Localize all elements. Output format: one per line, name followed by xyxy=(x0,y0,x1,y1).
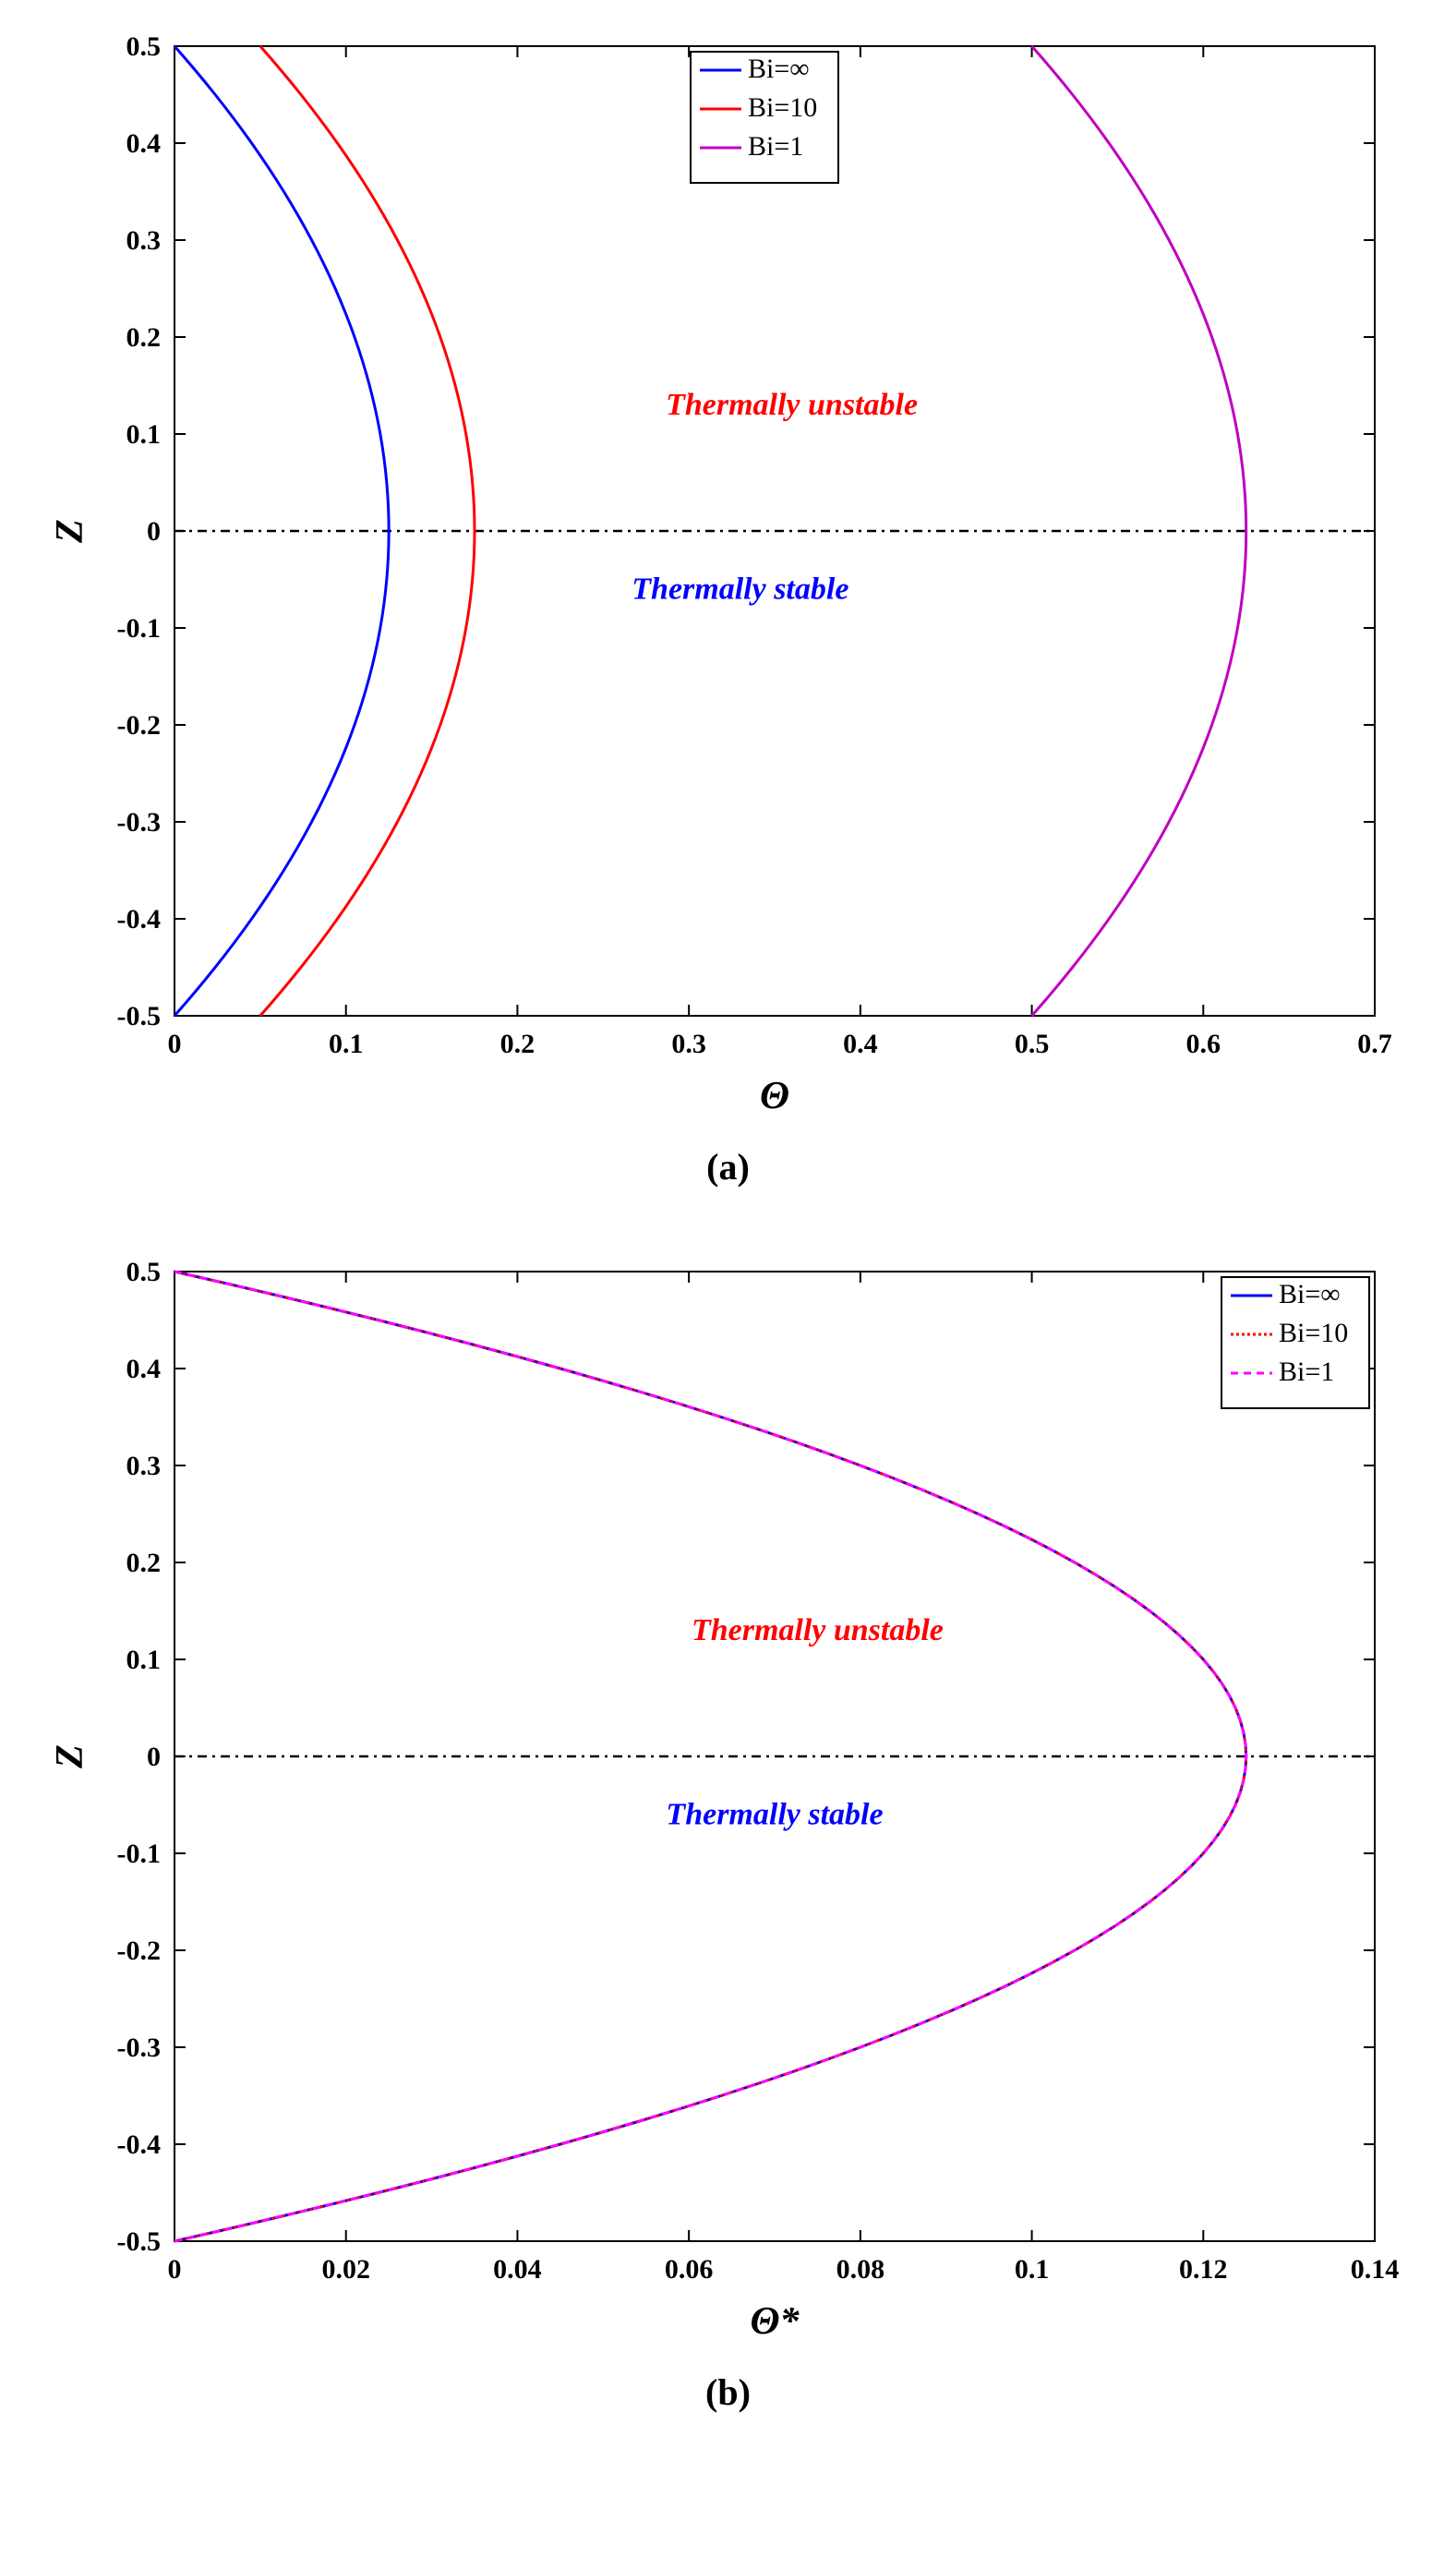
svg-text:0.1: 0.1 xyxy=(328,1029,363,1059)
svg-text:0.5: 0.5 xyxy=(126,1257,161,1287)
svg-text:0.14: 0.14 xyxy=(1350,2254,1399,2285)
svg-text:-0.4: -0.4 xyxy=(116,904,161,935)
svg-text:0.5: 0.5 xyxy=(126,31,161,62)
svg-text:0: 0 xyxy=(147,516,161,547)
svg-text:Bi=10: Bi=10 xyxy=(1279,1318,1348,1348)
svg-text:-0.5: -0.5 xyxy=(116,2226,161,2257)
svg-text:0.5: 0.5 xyxy=(1014,1029,1049,1059)
svg-text:0.1: 0.1 xyxy=(126,1645,161,1675)
svg-text:0.3: 0.3 xyxy=(126,225,161,256)
svg-text:-0.4: -0.4 xyxy=(116,2129,161,2160)
svg-text:0.06: 0.06 xyxy=(664,2254,713,2285)
svg-text:0: 0 xyxy=(167,2254,181,2285)
svg-text:Thermally unstable: Thermally unstable xyxy=(666,388,918,422)
svg-text:Θ*: Θ* xyxy=(750,2300,800,2343)
svg-text:-0.3: -0.3 xyxy=(116,807,161,838)
svg-text:-0.2: -0.2 xyxy=(116,1936,161,1966)
svg-text:0.4: 0.4 xyxy=(843,1029,878,1059)
subplot-label-a: (a) xyxy=(36,1145,1421,1188)
svg-text:-0.3: -0.3 xyxy=(116,2032,161,2063)
svg-text:-0.2: -0.2 xyxy=(116,710,161,741)
svg-text:0.7: 0.7 xyxy=(1357,1029,1392,1059)
svg-text:0.04: 0.04 xyxy=(493,2254,542,2285)
svg-text:0.4: 0.4 xyxy=(126,1354,161,1384)
svg-text:0.1: 0.1 xyxy=(126,419,161,450)
svg-text:-0.5: -0.5 xyxy=(116,1001,161,1031)
svg-text:Bi=10: Bi=10 xyxy=(748,92,817,123)
svg-text:0.2: 0.2 xyxy=(499,1029,535,1059)
svg-text:0.3: 0.3 xyxy=(671,1029,706,1059)
figure-container: 0 0.1 0.2 0.3 0.4 0.5 0.6 0.7 -0.5 -0.4 -0.3 -0.2 -0… xyxy=(36,18,1421,2414)
svg-text:0.4: 0.4 xyxy=(126,128,161,159)
chart-b: 0 0.02 0.04 0.06 0.08 0.1 0.12 0.14 -0.5 -0.4 -0.3… xyxy=(36,1244,1421,2352)
svg-text:0: 0 xyxy=(167,1029,181,1059)
svg-text:Bi=1: Bi=1 xyxy=(1279,1357,1334,1387)
svg-text:Θ: Θ xyxy=(759,1075,788,1117)
svg-text:Z: Z xyxy=(49,1744,91,1769)
svg-text:0.08: 0.08 xyxy=(836,2254,884,2285)
subplot-label-b: (b) xyxy=(36,2370,1421,2414)
svg-text:-0.1: -0.1 xyxy=(116,1839,161,1869)
svg-text:-0.1: -0.1 xyxy=(116,613,161,644)
svg-text:Bi=1: Bi=1 xyxy=(748,131,803,162)
svg-text:0.02: 0.02 xyxy=(321,2254,370,2285)
svg-text:Thermally unstable: Thermally unstable xyxy=(691,1613,943,1647)
svg-text:Thermally stable: Thermally stable xyxy=(632,573,848,607)
svg-text:Bi=∞: Bi=∞ xyxy=(748,54,810,84)
svg-text:0.2: 0.2 xyxy=(126,322,161,353)
chart-b-wrapper: 0 0.02 0.04 0.06 0.08 0.1 0.12 0.14 -0.5 -0.4 -0.3… xyxy=(36,1244,1421,2414)
svg-text:0.12: 0.12 xyxy=(1179,2254,1228,2285)
svg-text:0.6: 0.6 xyxy=(1185,1029,1221,1059)
svg-text:0: 0 xyxy=(147,1742,161,1772)
chart-a: 0 0.1 0.2 0.3 0.4 0.5 0.6 0.7 -0.5 -0.4 -0.3 -0.2 -0… xyxy=(36,18,1421,1127)
svg-text:Thermally stable: Thermally stable xyxy=(666,1798,883,1832)
svg-text:0.3: 0.3 xyxy=(126,1451,161,1481)
svg-text:Bi=∞: Bi=∞ xyxy=(1279,1279,1341,1309)
svg-text:0.2: 0.2 xyxy=(126,1548,161,1578)
svg-text:0.1: 0.1 xyxy=(1014,2254,1049,2285)
chart-a-wrapper: 0 0.1 0.2 0.3 0.4 0.5 0.6 0.7 -0.5 -0.4 -0.3 -0.2 -0… xyxy=(36,18,1421,1188)
svg-text:Z: Z xyxy=(49,519,91,544)
